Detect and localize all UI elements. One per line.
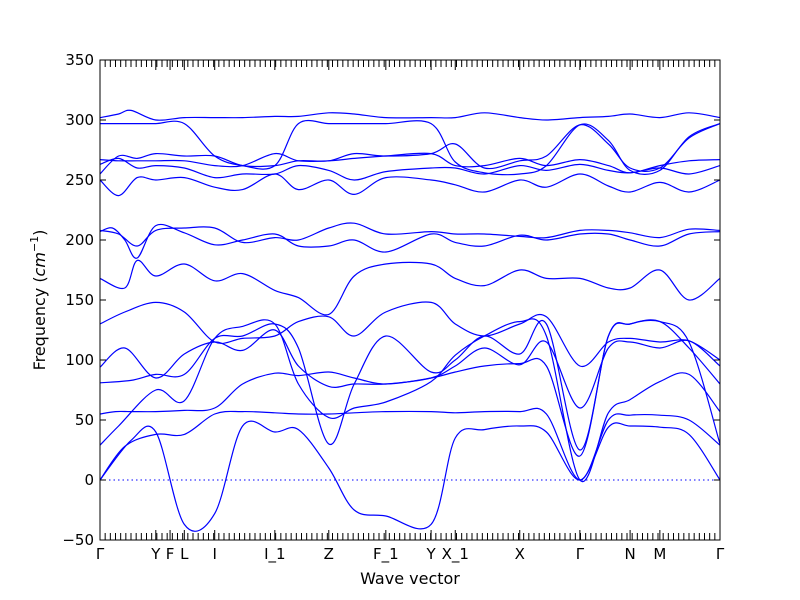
- x-tick-label: Γ: [716, 545, 725, 563]
- x-tick-label: Γ: [96, 545, 105, 563]
- phonon-band-6: [99, 329, 721, 409]
- x-axis-label: Wave vector: [360, 569, 460, 588]
- phonon-band-9: [99, 223, 721, 259]
- x-tick-label: Γ: [576, 545, 585, 563]
- y-tick-label: 50: [75, 411, 94, 429]
- phonon-band-11: [99, 173, 721, 197]
- phonon-band-3: [99, 318, 721, 483]
- phonon-band-7: [99, 301, 721, 367]
- phonon-band-8: [99, 259, 721, 316]
- y-axis-label: Frequency (cm−1): [28, 230, 49, 371]
- y-tick-label: −50: [62, 531, 94, 549]
- bands-layer: [99, 109, 721, 532]
- plot-frame: [99, 59, 721, 541]
- phonon-band-10: [99, 222, 721, 247]
- y-tick-label: 0: [84, 471, 94, 489]
- y-tick-label: 100: [65, 351, 94, 369]
- x-tick-label: I: [212, 545, 216, 563]
- x-tick-label: L: [180, 545, 189, 563]
- phonon-band-2: [99, 407, 721, 481]
- phonon-band-15: [100, 119, 721, 176]
- x-tick-label: Y: [150, 545, 161, 563]
- phonon-band-4: [99, 319, 721, 457]
- y-tick-label: 350: [65, 51, 94, 69]
- phonon-band-16: [99, 109, 721, 121]
- phonon-band-1: [99, 420, 721, 532]
- x-tick-labels: Γ Y F L I I_1 Z F_1 Y X_1 X Γ N M Γ: [96, 545, 725, 564]
- x-tick-label: I_1: [264, 545, 285, 564]
- phonon-band-12: [99, 157, 721, 181]
- y-axis-label-exp: −1: [28, 236, 41, 252]
- x-tick-label: X: [515, 545, 525, 563]
- x-tick-label: F_1: [373, 545, 399, 564]
- y-tick-label: 300: [65, 111, 94, 129]
- x-tick-label: M: [653, 545, 666, 563]
- y-axis-label-close: ): [30, 230, 49, 236]
- y-tick-label: 150: [65, 291, 94, 309]
- y-tick-label: 200: [65, 231, 94, 249]
- x-tick-label: F: [166, 545, 175, 563]
- phonon-band-14: [99, 123, 721, 175]
- x-tick-label: Z: [324, 545, 334, 563]
- y-axis-label-unit: cm: [30, 252, 49, 276]
- y-tick-label: 250: [65, 171, 94, 189]
- y-tick-labels: −50 0 50 100 150 200 250 300 350: [62, 51, 94, 549]
- phonon-band-5: [99, 319, 721, 451]
- x-tick-label: Y: [425, 545, 436, 563]
- x-tick-label: N: [624, 545, 635, 563]
- y-axis-label-main: Frequency (: [30, 276, 49, 370]
- x-tick-label: X_1: [442, 545, 469, 564]
